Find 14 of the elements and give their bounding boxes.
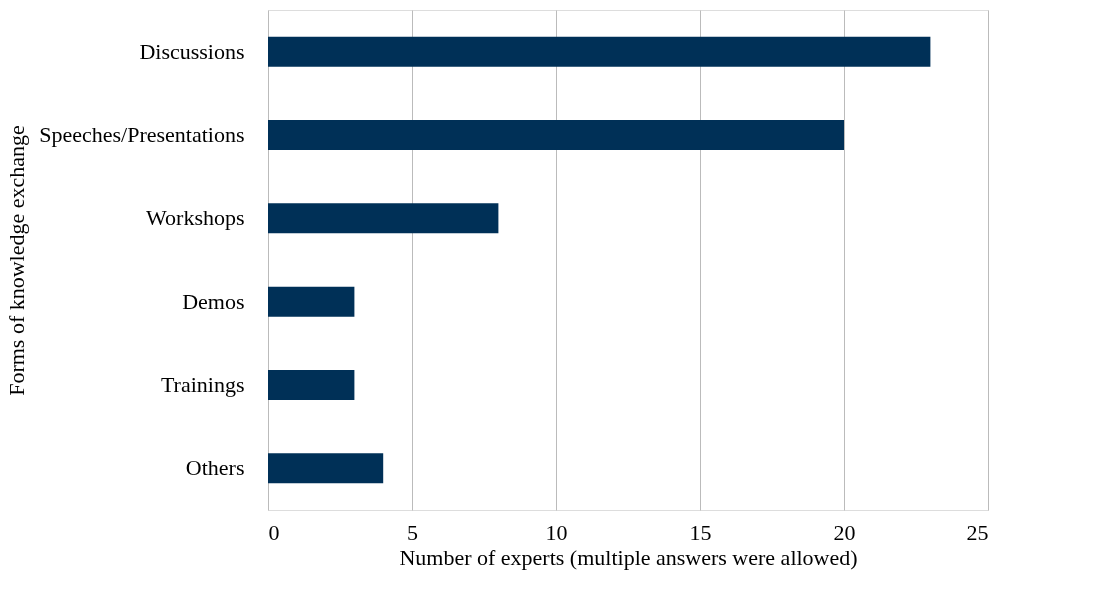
y-axis-title: Forms of knowledge exchange	[3, 125, 29, 396]
x-tick-label: 5	[407, 519, 418, 545]
x-tick-label: 25	[966, 519, 989, 545]
y-tick-label: Discussions	[139, 38, 245, 64]
y-tick-label: Others	[185, 455, 245, 481]
y-tick-label: Speeches/Presentations	[39, 122, 245, 147]
x-tick-label: 20	[833, 519, 856, 545]
y-tick-label: Demos	[182, 288, 245, 314]
y-tick-label: Workshops	[146, 205, 245, 231]
x-tick-label: 0	[268, 519, 280, 545]
x-tick-label: 15	[689, 519, 712, 545]
x-tick-label: 10	[545, 519, 568, 545]
x-axis-title: Number of experts (multiple answers were allowed)	[399, 544, 858, 570]
y-tick-label: Trainings	[160, 372, 245, 397]
